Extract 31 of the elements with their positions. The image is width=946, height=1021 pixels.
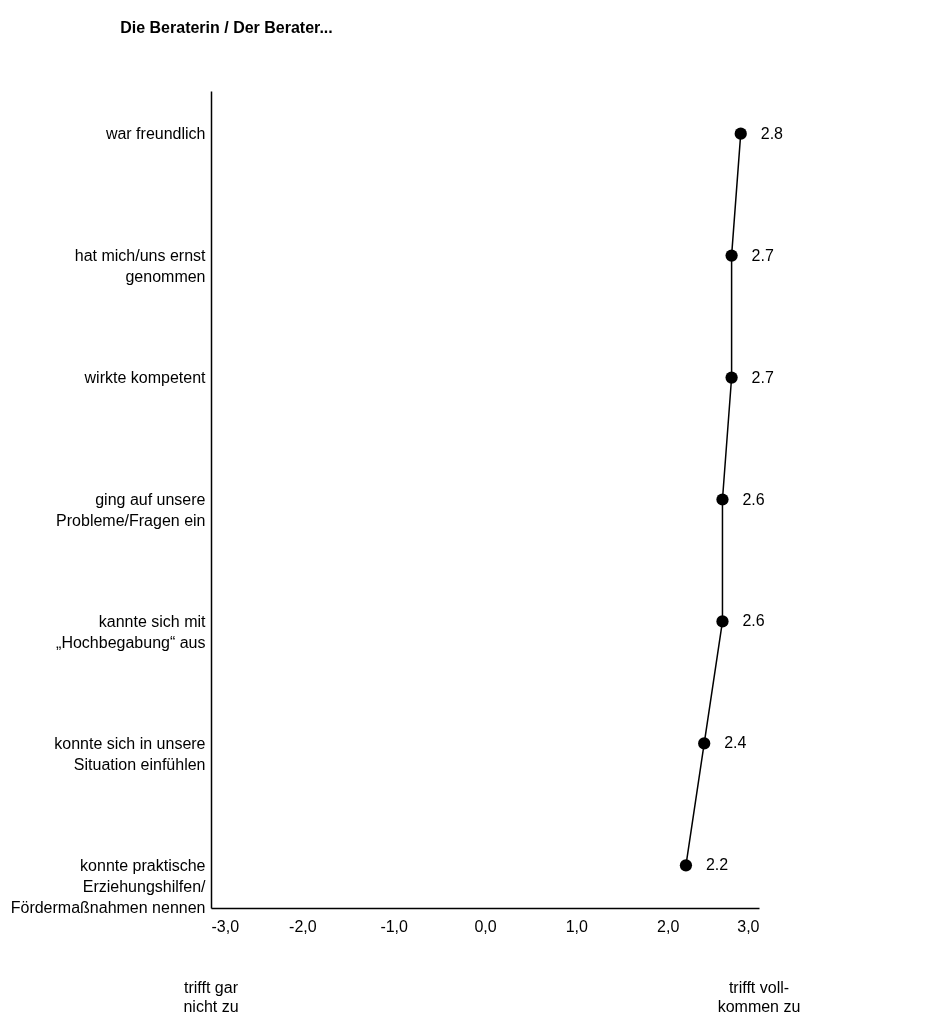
data-label: 2.4: [724, 734, 747, 752]
y-tick-label: kannte sich mit „Hochbegabung“ aus: [56, 612, 207, 651]
y-tick-label: konnte sich in unsere Situation einfühlen: [54, 734, 206, 773]
point: [725, 249, 738, 262]
y-tick-label: hat mich/uns ernst genommen: [74, 247, 207, 286]
point: [716, 493, 729, 506]
text: trifft gar nicht zu: [183, 979, 239, 1015]
x-tick-label: 1,0: [565, 917, 589, 935]
y-tick-label: ging auf unsere Probleme/Fragen ein: [56, 491, 206, 529]
x-tick-label: 3,0: [737, 917, 760, 935]
x-tick-label: 0,0: [474, 917, 497, 935]
x-tick-label: 2,0: [657, 917, 680, 935]
x-tick-label: -3,0: [211, 917, 240, 935]
y-tick-label: wirkte kompetent: [83, 369, 207, 387]
data-label: 2.8: [760, 124, 784, 142]
chart-title: Die Beraterin / Der Berater...: [120, 19, 333, 36]
point: [716, 615, 729, 628]
data-label: 2.6: [742, 490, 765, 508]
point: [679, 859, 693, 872]
data-label: 2.2: [705, 856, 729, 874]
data-label: 2.7: [751, 368, 774, 386]
point: [698, 737, 711, 750]
data-label: 2.7: [751, 246, 774, 264]
x-tick-label: -2,0: [289, 917, 317, 935]
y-tick-label: konnte praktische Erziehungshilfen/ Fördermaßnahmen nennen: [10, 856, 207, 916]
data-label: 2.6: [742, 612, 765, 630]
point: [725, 371, 738, 384]
point: [734, 127, 747, 140]
y-tick-label: war freundlich: [104, 125, 206, 143]
text: trifft voll- kommen zu: [717, 979, 801, 1015]
x-tick-label: -1,0: [380, 917, 409, 935]
